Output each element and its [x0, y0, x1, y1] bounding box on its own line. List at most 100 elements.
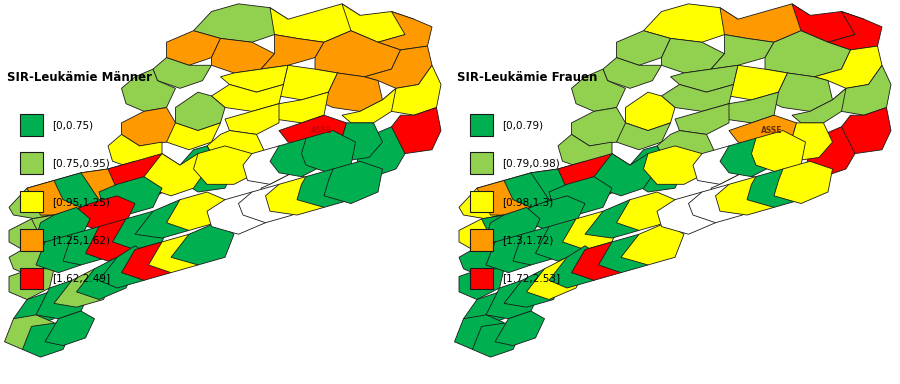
- Polygon shape: [392, 108, 441, 154]
- Polygon shape: [459, 269, 504, 300]
- Polygon shape: [81, 161, 153, 204]
- Polygon shape: [261, 35, 324, 69]
- Polygon shape: [454, 315, 504, 349]
- Polygon shape: [166, 31, 220, 65]
- Polygon shape: [36, 280, 90, 319]
- Polygon shape: [194, 4, 288, 42]
- Polygon shape: [270, 138, 328, 177]
- Polygon shape: [616, 192, 675, 230]
- Polygon shape: [459, 242, 513, 276]
- Polygon shape: [459, 180, 522, 219]
- Polygon shape: [36, 234, 90, 273]
- Polygon shape: [108, 134, 162, 169]
- Polygon shape: [220, 65, 288, 92]
- Polygon shape: [572, 108, 626, 146]
- Polygon shape: [657, 192, 720, 234]
- Text: ASSE: ASSE: [761, 126, 782, 135]
- Polygon shape: [36, 207, 90, 246]
- Polygon shape: [774, 161, 832, 204]
- Polygon shape: [729, 65, 788, 100]
- Polygon shape: [9, 180, 72, 219]
- Polygon shape: [765, 123, 832, 161]
- Polygon shape: [616, 31, 670, 65]
- Polygon shape: [504, 169, 567, 207]
- Polygon shape: [342, 4, 414, 42]
- Polygon shape: [464, 292, 513, 326]
- Polygon shape: [324, 161, 382, 204]
- Polygon shape: [122, 242, 180, 280]
- Polygon shape: [814, 46, 882, 88]
- Polygon shape: [148, 234, 207, 273]
- Polygon shape: [747, 169, 806, 207]
- Polygon shape: [99, 246, 153, 288]
- Polygon shape: [459, 215, 513, 250]
- Polygon shape: [806, 127, 855, 177]
- Polygon shape: [630, 146, 684, 192]
- FancyBboxPatch shape: [20, 229, 43, 251]
- Text: SIR-Leukämie Männer: SIR-Leukämie Männer: [7, 71, 152, 84]
- Polygon shape: [644, 146, 706, 184]
- Text: [1.25,1.62): [1.25,1.62): [52, 235, 110, 245]
- Polygon shape: [261, 92, 328, 123]
- Text: [0.75,0.95): [0.75,0.95): [52, 158, 110, 168]
- Polygon shape: [54, 269, 112, 307]
- Polygon shape: [315, 31, 400, 77]
- Polygon shape: [302, 131, 356, 173]
- Polygon shape: [558, 134, 612, 169]
- Polygon shape: [792, 4, 864, 42]
- Polygon shape: [297, 169, 356, 207]
- Polygon shape: [720, 138, 778, 177]
- Polygon shape: [315, 73, 382, 111]
- Polygon shape: [378, 12, 432, 50]
- Polygon shape: [212, 38, 274, 73]
- Polygon shape: [513, 227, 567, 265]
- Polygon shape: [495, 311, 544, 346]
- Polygon shape: [526, 257, 585, 300]
- Polygon shape: [792, 88, 846, 123]
- Polygon shape: [536, 219, 594, 261]
- Polygon shape: [194, 146, 256, 184]
- Text: [0.95,1.25): [0.95,1.25): [52, 197, 110, 207]
- Polygon shape: [171, 223, 234, 265]
- Text: [0.79,0.98): [0.79,0.98): [502, 158, 560, 168]
- Polygon shape: [364, 46, 432, 88]
- Polygon shape: [477, 173, 549, 215]
- FancyBboxPatch shape: [20, 191, 43, 212]
- Polygon shape: [603, 58, 662, 88]
- Text: [0,0.75): [0,0.75): [52, 120, 93, 130]
- Polygon shape: [585, 200, 648, 238]
- Polygon shape: [531, 161, 603, 204]
- Polygon shape: [720, 4, 810, 42]
- Polygon shape: [63, 227, 117, 265]
- Polygon shape: [14, 292, 63, 326]
- Polygon shape: [688, 184, 747, 223]
- Polygon shape: [212, 84, 284, 111]
- Polygon shape: [472, 323, 522, 357]
- Polygon shape: [32, 207, 90, 246]
- Polygon shape: [9, 242, 63, 276]
- Polygon shape: [207, 192, 270, 234]
- Polygon shape: [662, 84, 734, 111]
- Polygon shape: [27, 173, 99, 215]
- Polygon shape: [166, 192, 225, 230]
- Polygon shape: [675, 104, 729, 134]
- Polygon shape: [486, 234, 540, 273]
- Polygon shape: [598, 234, 657, 273]
- Polygon shape: [54, 169, 117, 207]
- FancyBboxPatch shape: [470, 152, 493, 174]
- Polygon shape: [4, 315, 54, 349]
- Polygon shape: [382, 65, 441, 115]
- Polygon shape: [765, 31, 850, 77]
- Polygon shape: [549, 177, 612, 215]
- Polygon shape: [572, 242, 630, 280]
- Polygon shape: [711, 92, 778, 123]
- Polygon shape: [162, 123, 220, 150]
- Polygon shape: [765, 73, 832, 111]
- FancyBboxPatch shape: [470, 268, 493, 289]
- Polygon shape: [693, 146, 747, 184]
- Polygon shape: [135, 200, 198, 238]
- Polygon shape: [594, 154, 657, 196]
- Polygon shape: [356, 127, 405, 177]
- Polygon shape: [482, 207, 540, 246]
- Polygon shape: [86, 219, 144, 261]
